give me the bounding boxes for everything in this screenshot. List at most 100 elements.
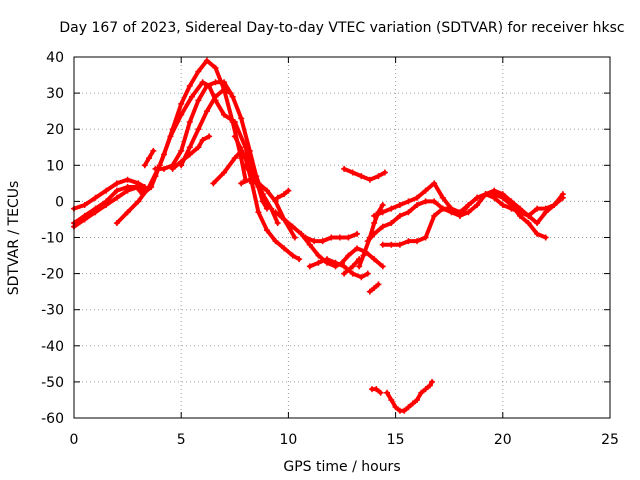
data-point xyxy=(525,212,532,219)
data-point xyxy=(146,183,153,190)
data-point xyxy=(371,212,378,219)
data-point xyxy=(371,230,378,237)
data-point xyxy=(525,220,532,227)
data-point xyxy=(315,252,322,259)
y-tick-label: -30 xyxy=(41,303,64,319)
data-point xyxy=(405,209,412,216)
data-point xyxy=(341,270,348,277)
data-point xyxy=(401,407,408,414)
data-point xyxy=(426,382,433,389)
series-arc-4 xyxy=(114,80,269,226)
data-point xyxy=(516,212,523,219)
data-point xyxy=(311,238,318,245)
data-point xyxy=(186,82,193,89)
data-point xyxy=(551,202,558,209)
data-point xyxy=(422,198,429,205)
data-point xyxy=(221,86,228,93)
x-tick-label: 20 xyxy=(494,432,512,448)
data-point xyxy=(92,194,99,201)
data-point xyxy=(135,183,142,190)
data-point xyxy=(146,155,153,162)
data-point xyxy=(422,386,429,393)
data-point xyxy=(289,252,296,259)
data-point xyxy=(251,176,258,183)
data-point xyxy=(161,165,168,172)
data-point xyxy=(186,118,193,125)
data-point xyxy=(141,162,148,169)
data-point xyxy=(379,263,386,270)
series-arc-2 xyxy=(72,58,248,226)
data-point xyxy=(92,209,99,216)
y-tick-label: -50 xyxy=(41,375,64,391)
data-point xyxy=(388,241,395,248)
data-point xyxy=(491,187,498,194)
data-point xyxy=(392,404,399,411)
data-point xyxy=(103,202,110,209)
data-point xyxy=(360,252,367,259)
data-point xyxy=(366,176,373,183)
y-tick-label: 30 xyxy=(46,86,64,102)
data-point xyxy=(199,79,206,86)
data-point xyxy=(178,162,185,169)
data-point xyxy=(272,198,279,205)
data-point xyxy=(375,281,382,288)
data-point xyxy=(328,234,335,241)
x-tick-label: 15 xyxy=(387,432,405,448)
y-tick-label: 20 xyxy=(46,122,64,138)
data-point xyxy=(315,259,322,266)
data-point xyxy=(414,202,421,209)
data-point xyxy=(431,212,438,219)
data-point xyxy=(195,68,202,75)
data-point xyxy=(186,144,193,151)
data-point xyxy=(349,169,356,176)
data-point xyxy=(285,187,292,194)
data-point xyxy=(508,198,515,205)
data-point xyxy=(377,389,384,396)
data-point xyxy=(306,241,313,248)
chart-title: Day 167 of 2023, Sidereal Day-to-day VTE… xyxy=(59,20,624,36)
data-point xyxy=(274,194,281,201)
data-point xyxy=(227,90,234,97)
data-point xyxy=(113,220,120,227)
data-point xyxy=(152,165,159,172)
data-point xyxy=(358,173,365,180)
data-point xyxy=(281,216,288,223)
y-tick-label: 40 xyxy=(46,50,64,66)
data-point xyxy=(221,79,228,86)
x-axis-label: GPS time / hours xyxy=(283,459,400,475)
data-point xyxy=(482,191,489,198)
data-point xyxy=(281,245,288,252)
axis-ticks: 0 5 10 15 20 25 40 30 20 10 0 -10 -20 -30 -40 -50 -60 xyxy=(41,50,619,448)
y-tick-label: 0 xyxy=(55,194,64,210)
data-point xyxy=(384,389,391,396)
data-point xyxy=(238,115,245,122)
data-point xyxy=(418,389,425,396)
data-point xyxy=(542,234,549,241)
data-point xyxy=(229,93,236,100)
data-point xyxy=(263,227,270,234)
series-arc-9 xyxy=(211,148,244,186)
data-point xyxy=(113,194,120,201)
data-point xyxy=(167,133,174,140)
data-point xyxy=(534,230,541,237)
data-point xyxy=(439,205,446,212)
data-point xyxy=(178,147,185,154)
data-point xyxy=(371,220,378,227)
data-point xyxy=(274,220,281,227)
data-point xyxy=(291,234,298,241)
data-point xyxy=(81,216,88,223)
data-point xyxy=(203,82,210,89)
data-point xyxy=(422,187,429,194)
data-point xyxy=(379,209,386,216)
data-point xyxy=(124,209,131,216)
x-tick-label: 5 xyxy=(177,432,186,448)
data-point xyxy=(231,133,238,140)
data-point xyxy=(150,147,157,154)
data-point xyxy=(81,202,88,209)
data-point xyxy=(448,205,455,212)
y-tick-label: -40 xyxy=(41,339,64,355)
data-point xyxy=(364,270,371,277)
data-point xyxy=(332,259,339,266)
data-point xyxy=(431,198,438,205)
